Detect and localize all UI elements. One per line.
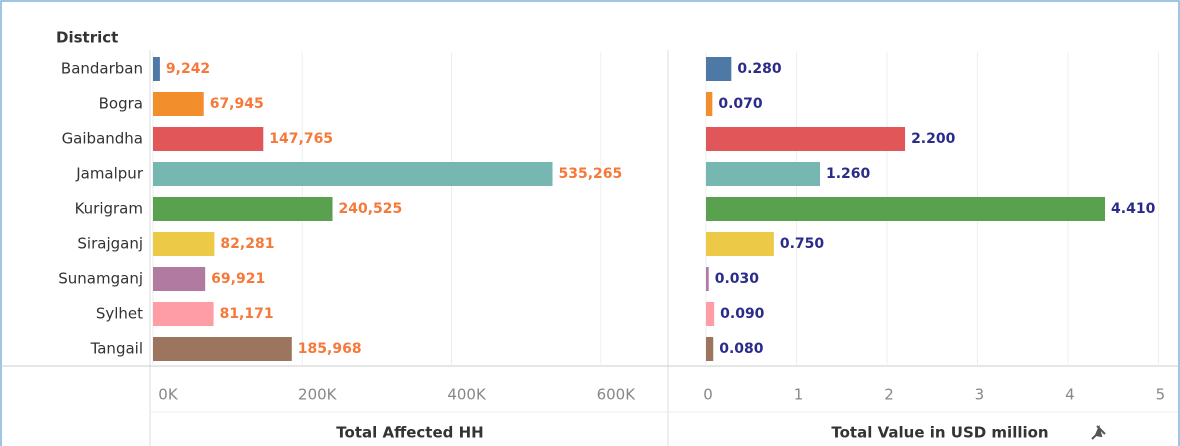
category-label: Tangail — [90, 340, 143, 358]
value-label: 2.200 — [911, 131, 956, 147]
value-label: 0.750 — [780, 236, 825, 252]
bar — [706, 337, 714, 361]
value-label: 0.070 — [718, 96, 763, 112]
bar — [153, 197, 333, 221]
bar — [153, 127, 264, 151]
x-tick-label: 2 — [884, 386, 894, 404]
category-label: Kurigram — [75, 200, 143, 218]
category-label: Sylhet — [96, 305, 143, 323]
value-label: 82,281 — [220, 236, 274, 252]
x-tick-label: 0 — [703, 386, 713, 404]
category-label: Jamalpur — [75, 165, 144, 183]
value-label: 81,171 — [220, 306, 274, 322]
category-label: Sirajganj — [77, 235, 143, 253]
x-tick-label: 3 — [975, 386, 985, 404]
bar — [153, 57, 160, 81]
bar — [153, 302, 214, 326]
category-label: Bogra — [99, 95, 143, 113]
bar — [153, 337, 292, 361]
x-tick-label: 5 — [1156, 386, 1166, 404]
value-label: 185,968 — [298, 341, 362, 357]
value-label: 0.080 — [719, 341, 764, 357]
category-label: Sunamganj — [58, 270, 143, 288]
bar — [706, 267, 709, 291]
axis-title: Total Affected HH — [336, 424, 483, 442]
bar — [706, 162, 821, 186]
value-label: 0.280 — [737, 61, 782, 77]
category-label: Gaibandha — [62, 130, 143, 148]
bar — [153, 232, 215, 256]
row-header: District — [56, 29, 118, 47]
x-tick-label: 1 — [794, 386, 804, 404]
x-tick-label: 200K — [298, 386, 338, 404]
x-tick-label: 4 — [1065, 386, 1075, 404]
x-tick-label: 600K — [597, 386, 637, 404]
bar — [153, 92, 204, 116]
value-label: 69,921 — [211, 271, 265, 287]
value-label: 9,242 — [166, 61, 210, 77]
value-label: 0.030 — [715, 271, 760, 287]
value-label: 67,945 — [210, 96, 264, 112]
x-tick-label: 400K — [447, 386, 487, 404]
value-label: 147,765 — [269, 131, 333, 147]
bar — [153, 162, 553, 186]
category-label: Bandarban — [61, 60, 143, 78]
x-tick-label: 0K — [158, 386, 179, 404]
bar — [706, 232, 774, 256]
bar — [706, 127, 906, 151]
bar — [706, 197, 1106, 221]
bar — [706, 57, 732, 81]
value-label: 1.260 — [826, 166, 871, 182]
bar — [706, 92, 713, 116]
value-label: 240,525 — [339, 201, 403, 217]
bar — [706, 302, 715, 326]
value-label: 0.090 — [720, 306, 765, 322]
axis-title: Total Value in USD million — [831, 424, 1048, 442]
value-label: 535,265 — [559, 166, 623, 182]
value-label: 4.410 — [1111, 201, 1156, 217]
pin-icon — [1091, 424, 1106, 440]
bar — [153, 267, 206, 291]
